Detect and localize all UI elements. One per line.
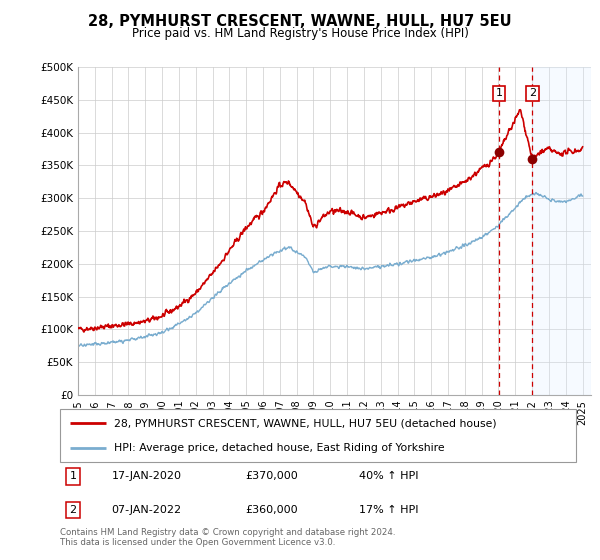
Text: 2: 2 xyxy=(70,505,76,515)
Text: 2: 2 xyxy=(529,88,536,99)
Text: 28, PYMHURST CRESCENT, WAWNE, HULL, HU7 5EU (detached house): 28, PYMHURST CRESCENT, WAWNE, HULL, HU7 … xyxy=(114,418,497,428)
Text: 28, PYMHURST CRESCENT, WAWNE, HULL, HU7 5EU: 28, PYMHURST CRESCENT, WAWNE, HULL, HU7 … xyxy=(88,14,512,29)
Text: 1: 1 xyxy=(70,472,76,482)
Text: Price paid vs. HM Land Registry's House Price Index (HPI): Price paid vs. HM Land Registry's House … xyxy=(131,27,469,40)
Text: 40% ↑ HPI: 40% ↑ HPI xyxy=(359,472,419,482)
Text: 1: 1 xyxy=(496,88,503,99)
Text: 07-JAN-2022: 07-JAN-2022 xyxy=(112,505,182,515)
Text: Contains HM Land Registry data © Crown copyright and database right 2024.
This d: Contains HM Land Registry data © Crown c… xyxy=(60,528,395,547)
Bar xyxy=(532,67,591,395)
Text: 17% ↑ HPI: 17% ↑ HPI xyxy=(359,505,419,515)
Text: £370,000: £370,000 xyxy=(246,472,299,482)
Text: 17-JAN-2020: 17-JAN-2020 xyxy=(112,472,182,482)
Text: £360,000: £360,000 xyxy=(246,505,298,515)
FancyBboxPatch shape xyxy=(60,409,576,462)
Text: HPI: Average price, detached house, East Riding of Yorkshire: HPI: Average price, detached house, East… xyxy=(114,442,445,452)
